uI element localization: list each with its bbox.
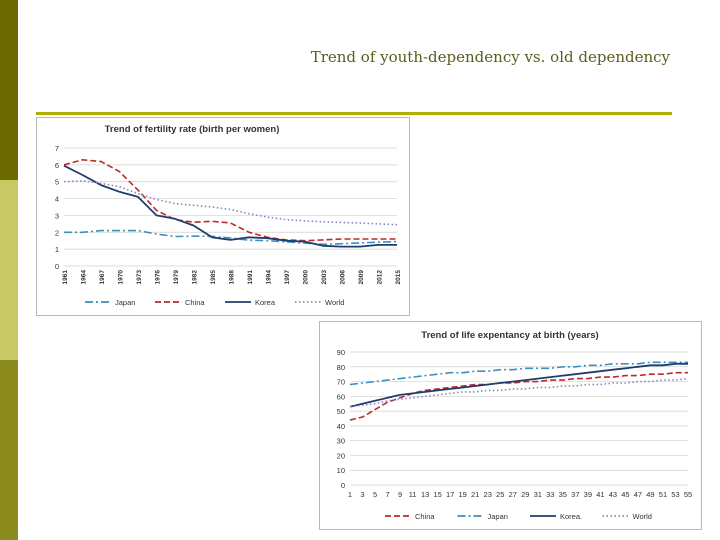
life-x-tick-label: 51	[659, 490, 667, 499]
life-y-tick-label: 10	[337, 466, 345, 475]
fertility-x-tick-label: 1994	[266, 270, 273, 285]
fertility-x-tick-label: 2012	[377, 270, 384, 285]
life-x-tick-label: 1	[348, 490, 352, 499]
fertility-y-tick-label: 0	[55, 262, 59, 271]
life-series-china	[349, 371, 688, 421]
life-y-tick-label: 40	[337, 422, 345, 431]
fertility-x-tick-label: 1973	[136, 270, 143, 285]
fertility-x-tick-label: 2003	[321, 270, 328, 285]
life-x-tick-label: 53	[671, 490, 679, 499]
fertility-x-tick-label: 2015	[395, 270, 402, 285]
fertility-x-tick-label: 1976	[155, 270, 162, 285]
life-series-world	[349, 377, 689, 408]
life-y-tick-label: 30	[337, 437, 345, 446]
life-expectancy-chart: Trend of life expentancy at birth (years…	[319, 321, 702, 530]
life-y-tick-label: 20	[337, 451, 345, 460]
life-y-tick-label: 80	[337, 363, 345, 372]
life-x-tick-label: 47	[634, 490, 642, 499]
life-x-tick-label: 39	[584, 490, 592, 499]
life-x-tick-label: 45	[621, 490, 629, 499]
fertility-legend-label: World	[325, 298, 344, 307]
life-x-tick-label: 21	[471, 490, 479, 499]
fertility-x-tick-label: 1988	[229, 270, 236, 285]
life-x-tick-label: 3	[360, 490, 364, 499]
fertility-y-tick-label: 7	[55, 144, 59, 153]
fertility-series-korea	[63, 164, 397, 248]
fertility-x-tick-label: 1979	[173, 270, 180, 285]
life-x-tick-label: 49	[646, 490, 654, 499]
fertility-y-tick-label: 3	[55, 211, 59, 220]
fertility-x-tick-label: 1982	[192, 270, 199, 285]
life-x-tick-label: 15	[433, 490, 441, 499]
fertility-x-tick-label: 1967	[99, 270, 106, 285]
fertility-x-tick-label: 1961	[62, 270, 69, 285]
life-x-tick-label: 33	[546, 490, 554, 499]
slide-title: Trend of youth-dependency vs. old depend…	[310, 48, 670, 66]
life-y-tick-label: 60	[337, 392, 345, 401]
life-legend-label: World	[633, 512, 652, 521]
fertility-legend-label: Korea	[255, 298, 276, 307]
fertility-series-china	[63, 158, 397, 242]
fertility-series-japan	[64, 229, 398, 246]
fertility-rate-chart: Trend of fertility rate (birth per women…	[36, 117, 410, 316]
fertility-x-tick-label: 1964	[81, 270, 88, 285]
fertility-y-tick-label: 1	[55, 245, 59, 254]
life-x-tick-label: 37	[571, 490, 579, 499]
life-expectancy-chart-svg: Trend of life expentancy at birth (years…	[337, 330, 693, 521]
fertility-x-tick-label: 2009	[358, 270, 365, 285]
life-x-tick-label: 5	[373, 490, 377, 499]
life-legend-label: Korea.	[560, 512, 582, 521]
life-x-tick-label: 55	[684, 490, 692, 499]
fertility-legend-label: Japan	[115, 298, 135, 307]
life-x-tick-label: 43	[609, 490, 617, 499]
fertility-title: Trend of fertility rate (birth per women…	[105, 124, 280, 135]
life-x-tick-label: 19	[458, 490, 466, 499]
life-x-tick-label: 9	[398, 490, 402, 499]
fertility-y-tick-label: 4	[55, 195, 59, 204]
fertility-x-tick-label: 1985	[210, 270, 217, 285]
title-divider	[36, 112, 672, 115]
fertility-x-tick-label: 2006	[340, 270, 347, 285]
life-y-tick-label: 90	[337, 348, 345, 357]
decor-band-bottom	[0, 360, 18, 540]
life-x-tick-label: 29	[521, 490, 529, 499]
fertility-x-tick-label: 1991	[247, 270, 254, 285]
life-legend-label: China	[415, 512, 435, 521]
decor-band-middle	[0, 180, 18, 360]
life-x-tick-label: 27	[509, 490, 517, 499]
fertility-x-tick-label: 1970	[118, 270, 125, 285]
fertility-y-tick-label: 2	[55, 228, 59, 237]
fertility-x-tick-label: 1997	[284, 270, 291, 285]
life-x-tick-label: 41	[596, 490, 604, 499]
fertility-x-tick-label: 2000	[303, 270, 310, 285]
life-x-tick-label: 11	[409, 490, 417, 499]
fertility-legend-label: China	[185, 298, 205, 307]
fertility-series-world	[63, 180, 398, 226]
life-x-tick-label: 31	[534, 490, 542, 499]
fertility-y-tick-label: 6	[55, 161, 59, 170]
life-y-tick-label: 70	[337, 378, 345, 387]
life-x-tick-label: 7	[385, 490, 389, 499]
life-series-korea	[349, 362, 688, 408]
decor-band-top	[0, 0, 18, 180]
life-legend-label: Japan	[488, 512, 508, 521]
life-y-tick-label: 0	[341, 481, 345, 490]
life-x-tick-label: 23	[484, 490, 492, 499]
life-title: Trend of life expentancy at birth (years…	[421, 330, 598, 341]
life-x-tick-label: 25	[496, 490, 504, 499]
life-y-tick-label: 50	[337, 407, 345, 416]
life-x-tick-label: 35	[559, 490, 567, 499]
life-x-tick-label: 17	[446, 490, 454, 499]
life-x-tick-label: 13	[421, 490, 429, 499]
fertility-y-tick-label: 5	[55, 178, 59, 187]
fertility-rate-chart-svg: Trend of fertility rate (birth per women…	[55, 124, 402, 307]
